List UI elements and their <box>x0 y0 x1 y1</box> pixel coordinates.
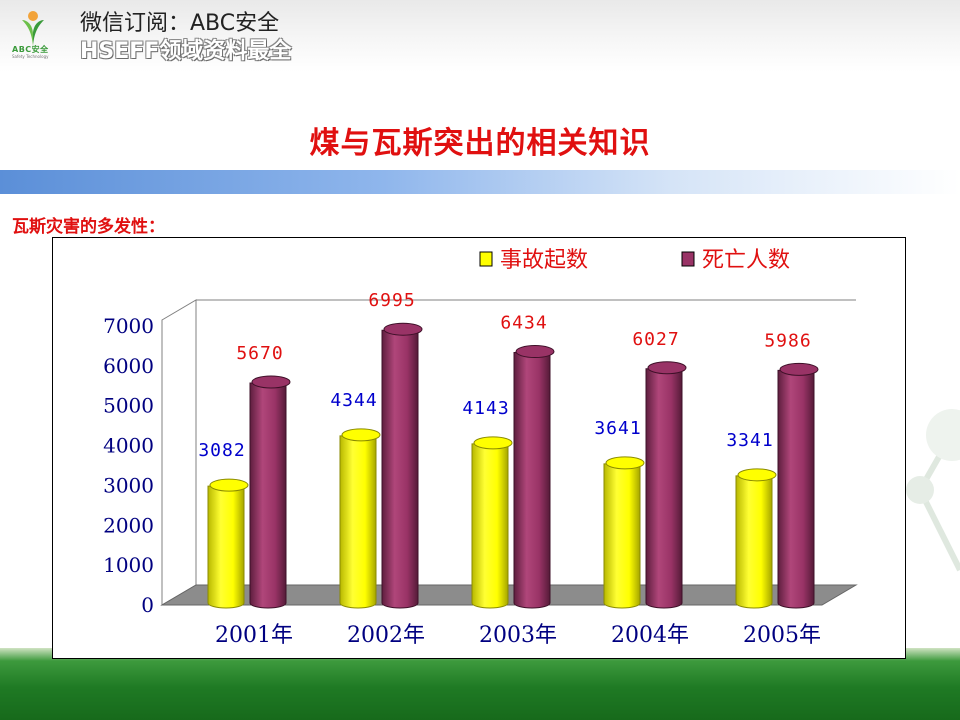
legend-swatch <box>479 251 493 267</box>
data-label: 5986 <box>764 330 811 351</box>
data-label: 4344 <box>330 390 377 411</box>
header-subscribe-text: 微信订阅：ABC安全 <box>80 11 280 36</box>
data-label: 3641 <box>594 418 641 439</box>
bar-top-deaths <box>515 345 555 359</box>
bar-deaths <box>777 369 815 609</box>
y-tick-label: 7000 <box>103 314 154 338</box>
bar-accidents <box>603 463 641 609</box>
title-divider-bar <box>0 170 960 194</box>
legend-label: 死亡人数 <box>702 248 790 273</box>
data-label: 4143 <box>462 398 509 419</box>
bar-top-accidents <box>737 468 777 482</box>
y-tick-label: 3000 <box>103 473 154 497</box>
y-tick-label: 1000 <box>103 553 154 577</box>
bar-deaths <box>645 368 683 609</box>
bar-top-deaths <box>647 361 687 375</box>
y-tick-label: 4000 <box>103 434 154 458</box>
chart-side-wall <box>161 299 197 606</box>
data-label: 5670 <box>236 343 283 364</box>
header-band <box>0 0 960 72</box>
abc-logo-icon <box>22 11 44 46</box>
y-tick-label: 0 <box>141 593 154 617</box>
data-label: 6434 <box>500 313 547 334</box>
bar-accidents <box>735 475 773 609</box>
data-label: 3341 <box>726 430 773 451</box>
data-label: 6027 <box>632 329 679 350</box>
bar-top-accidents <box>605 456 645 470</box>
bar-accidents <box>471 443 509 609</box>
legend-swatch <box>681 251 695 267</box>
footer-band <box>0 648 960 720</box>
bar-deaths <box>381 329 419 609</box>
x-tick-label: 2002年 <box>347 623 425 648</box>
bar-top-accidents <box>341 428 381 442</box>
bar-top-accidents <box>473 436 513 450</box>
bar-accidents <box>339 435 377 609</box>
bar-accidents <box>207 485 245 609</box>
data-label: 3082 <box>198 440 245 461</box>
bar-chart: 0 1000 2000 3000 4000 5000 6000 7000 3082 5670 200… <box>103 248 858 648</box>
x-tick-label: 2005年 <box>743 623 821 648</box>
logo-text: ABC安全 <box>12 45 49 54</box>
logo-subtext: Safety Technology <box>12 54 49 59</box>
bar-deaths <box>249 382 287 609</box>
slide-subtitle: 瓦斯灾害的多发性： <box>12 217 165 237</box>
x-tick-label: 2004年 <box>611 623 689 648</box>
bar-deaths <box>513 352 551 609</box>
y-tick-label: 2000 <box>103 513 154 537</box>
bar-top-deaths <box>779 362 819 376</box>
header-tagline: HSEFF领域资料最全 <box>80 39 292 64</box>
y-tick-label: 6000 <box>103 354 154 378</box>
y-tick-label: 5000 <box>103 394 154 418</box>
bar-top-accidents <box>209 478 249 492</box>
x-tick-label: 2003年 <box>479 623 557 648</box>
slide-title: 煤与瓦斯突出的相关知识 <box>309 126 651 161</box>
molecule-decoration <box>906 409 960 572</box>
bar-top-deaths <box>251 375 291 389</box>
data-label: 6995 <box>368 290 415 311</box>
bar-top-deaths <box>383 322 423 336</box>
legend-label: 事故起数 <box>500 248 588 273</box>
x-tick-label: 2001年 <box>215 623 293 648</box>
